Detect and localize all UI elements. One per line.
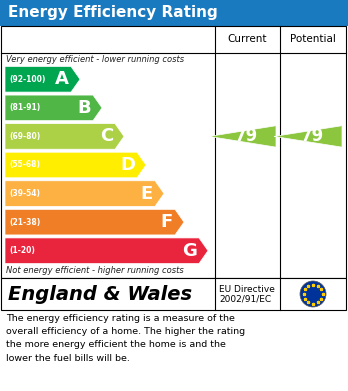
Text: D: D bbox=[120, 156, 135, 174]
Text: (39-54): (39-54) bbox=[9, 189, 40, 198]
Text: Energy Efficiency Rating: Energy Efficiency Rating bbox=[8, 5, 218, 20]
Bar bbox=[1, 278, 346, 310]
Bar bbox=[1, 26, 346, 278]
Text: E: E bbox=[141, 185, 153, 203]
Text: G: G bbox=[182, 242, 197, 260]
Circle shape bbox=[300, 281, 326, 307]
Bar bbox=[0, 0, 348, 26]
Polygon shape bbox=[5, 152, 146, 178]
Text: England & Wales: England & Wales bbox=[8, 285, 192, 303]
Polygon shape bbox=[274, 126, 342, 147]
Polygon shape bbox=[5, 95, 102, 121]
Text: (55-68): (55-68) bbox=[9, 160, 40, 170]
Text: (92-100): (92-100) bbox=[9, 75, 45, 84]
Text: 79: 79 bbox=[300, 127, 324, 145]
Polygon shape bbox=[209, 126, 276, 147]
Text: (81-91): (81-91) bbox=[9, 103, 40, 112]
Polygon shape bbox=[5, 181, 164, 206]
Text: The energy efficiency rating is a measure of the
overall efficiency of a home. T: The energy efficiency rating is a measur… bbox=[6, 314, 245, 362]
Text: Very energy efficient - lower running costs: Very energy efficient - lower running co… bbox=[6, 55, 184, 64]
Polygon shape bbox=[5, 124, 124, 149]
Text: C: C bbox=[100, 127, 113, 145]
Text: A: A bbox=[55, 70, 69, 88]
Text: B: B bbox=[77, 99, 91, 117]
Text: Potential: Potential bbox=[290, 34, 336, 45]
Text: F: F bbox=[161, 213, 173, 231]
Text: (69-80): (69-80) bbox=[9, 132, 40, 141]
Text: EU Directive: EU Directive bbox=[219, 285, 275, 294]
Polygon shape bbox=[5, 238, 208, 264]
Polygon shape bbox=[5, 209, 184, 235]
Text: (1-20): (1-20) bbox=[9, 246, 35, 255]
Text: 2002/91/EC: 2002/91/EC bbox=[219, 294, 271, 303]
Text: Current: Current bbox=[228, 34, 267, 45]
Text: Not energy efficient - higher running costs: Not energy efficient - higher running co… bbox=[6, 266, 184, 275]
Text: (21-38): (21-38) bbox=[9, 218, 40, 227]
Polygon shape bbox=[5, 66, 80, 92]
Text: 79: 79 bbox=[235, 127, 258, 145]
